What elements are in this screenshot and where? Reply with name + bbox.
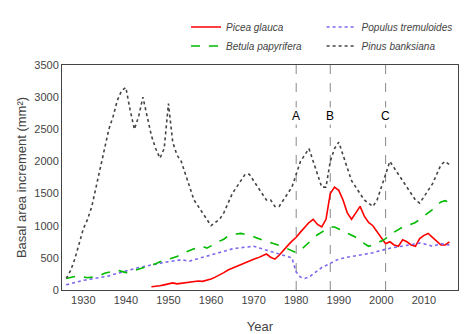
svg-text:1980: 1980 — [284, 294, 308, 306]
svg-text:A: A — [292, 109, 300, 123]
svg-text:C: C — [381, 109, 390, 123]
svg-text:1500: 1500 — [34, 187, 58, 199]
svg-text:2010: 2010 — [412, 294, 436, 306]
svg-text:Betula papyrifera: Betula papyrifera — [226, 41, 302, 52]
svg-text:Pinus banksiana: Pinus banksiana — [362, 41, 436, 52]
svg-text:2000: 2000 — [34, 155, 58, 167]
svg-text:3000: 3000 — [34, 91, 58, 103]
svg-text:1940: 1940 — [114, 294, 138, 306]
svg-text:1000: 1000 — [34, 220, 58, 232]
svg-text:2500: 2500 — [34, 123, 58, 135]
svg-text:3500: 3500 — [34, 59, 58, 71]
svg-text:1990: 1990 — [327, 294, 351, 306]
svg-text:500: 500 — [40, 252, 58, 264]
svg-text:1970: 1970 — [241, 294, 265, 306]
svg-text:Picea glauca: Picea glauca — [226, 22, 284, 33]
svg-text:0: 0 — [53, 284, 59, 296]
svg-text:Basal area increment (mm²): Basal area increment (mm²) — [14, 97, 29, 258]
svg-text:1930: 1930 — [71, 294, 95, 306]
svg-text:Year: Year — [247, 319, 274, 334]
svg-text:1950: 1950 — [156, 294, 180, 306]
svg-text:1960: 1960 — [199, 294, 223, 306]
svg-text:2000: 2000 — [369, 294, 393, 306]
svg-text:B: B — [326, 109, 334, 123]
svg-text:Populus tremuloides: Populus tremuloides — [362, 22, 453, 33]
